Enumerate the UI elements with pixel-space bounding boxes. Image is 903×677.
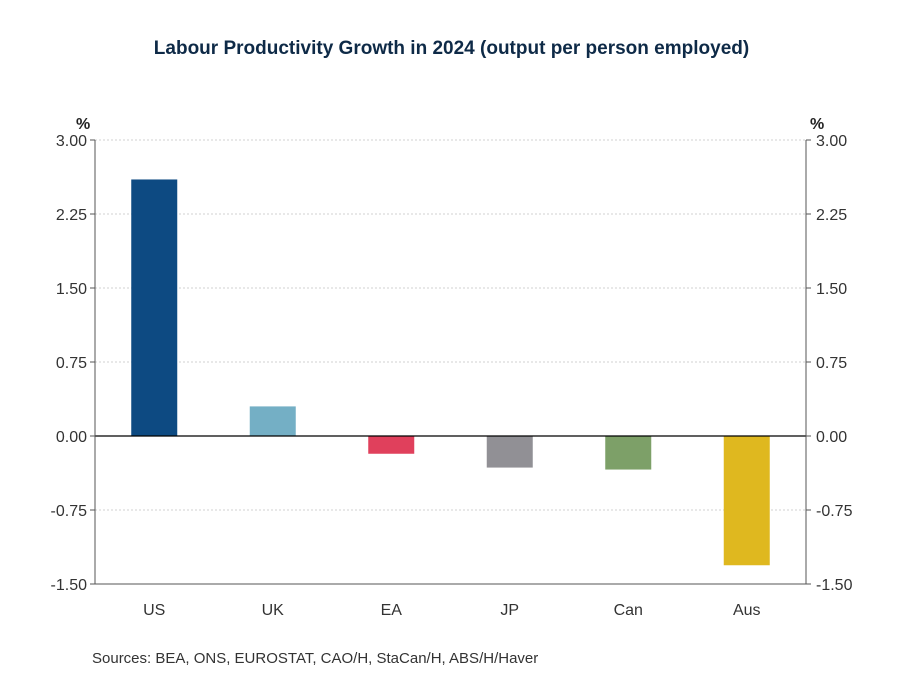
x-tick-label: Aus xyxy=(733,602,761,619)
y-tick-label-right: 1.50 xyxy=(816,281,847,298)
y-tick-label-left: 2.25 xyxy=(56,207,87,224)
y-tick-label-left: 0.75 xyxy=(56,355,87,372)
y-tick-label-right: 0.75 xyxy=(816,355,847,372)
x-tick-label: US xyxy=(143,602,165,619)
y-tick-label-left: -1.50 xyxy=(51,577,88,594)
y-tick-label-right: 2.25 xyxy=(816,207,847,224)
bar-aus xyxy=(723,436,770,566)
y-tick-label-left: -0.75 xyxy=(51,503,88,520)
y-tick-label-right: 3.00 xyxy=(816,133,847,150)
y-tick-label-left: 1.50 xyxy=(56,281,87,298)
y-tick-label-right: -1.50 xyxy=(816,577,853,594)
bar-can xyxy=(605,436,652,470)
bar-us xyxy=(131,179,178,436)
x-tick-label: UK xyxy=(262,602,285,619)
bar-uk xyxy=(249,406,296,436)
y-tick-label-left: 0.00 xyxy=(56,429,87,446)
chart-title: Labour Productivity Growth in 2024 (outp… xyxy=(153,38,750,59)
bar-ea xyxy=(368,436,415,454)
y-axis-unit-left: % xyxy=(76,116,90,133)
y-tick-label-right: -0.75 xyxy=(816,503,853,520)
y-axis-unit-right: % xyxy=(810,116,824,133)
y-tick-label-right: 0.00 xyxy=(816,429,847,446)
x-tick-label: Can xyxy=(614,602,643,619)
x-tick-label: JP xyxy=(500,602,519,619)
bar-jp xyxy=(486,436,533,468)
y-tick-label-left: 3.00 xyxy=(56,133,87,150)
x-tick-label: EA xyxy=(381,602,403,619)
sources-note: Sources: BEA, ONS, EUROSTAT, CAO/H, StaC… xyxy=(92,650,539,667)
